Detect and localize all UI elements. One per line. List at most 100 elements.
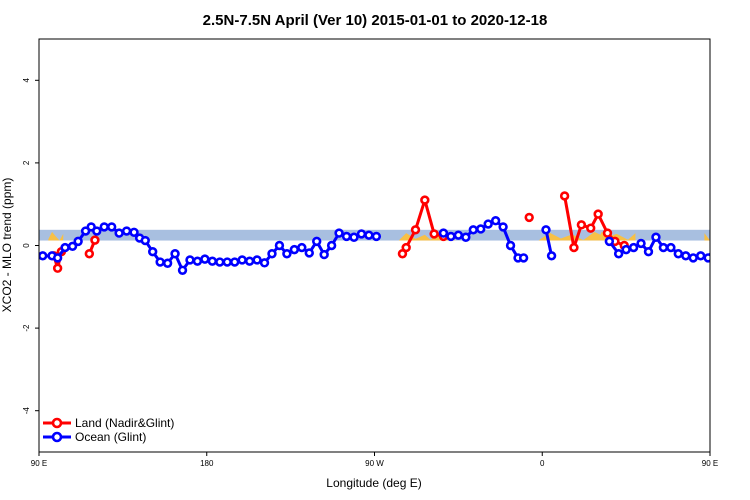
- x-tick-label: 0: [540, 459, 545, 468]
- legend-label: Land (Nadir&Glint): [75, 416, 174, 430]
- y-tick-label: 4: [22, 78, 31, 83]
- land-nadir-glint-point: [569, 242, 579, 253]
- ocean-glint-point: [695, 251, 706, 261]
- ocean-glint-point: [92, 226, 102, 236]
- ocean-glint-point: [60, 242, 70, 253]
- ocean-glint-point: [222, 257, 232, 267]
- x-axis: 90 E 180 90 W 0 90 E: [31, 452, 718, 468]
- ocean-glint-point: [140, 235, 150, 246]
- land-nadir-glint-point: [52, 263, 63, 273]
- ocean-glint-point: [200, 254, 210, 264]
- x-tick-label: 90 E: [31, 459, 47, 468]
- ocean-glint-point: [341, 231, 352, 242]
- ocean-glint-point: [274, 240, 285, 251]
- ocean-glint-point: [628, 242, 639, 253]
- y-tick-label: 2: [22, 160, 31, 165]
- ocean-glint-point: [192, 256, 203, 266]
- ocean-glint-point: [312, 236, 322, 247]
- ocean-glint-point: [446, 231, 456, 242]
- chart-title: 2.5N-7.5N April (Ver 10) 2015-01-01 to 2…: [203, 12, 548, 29]
- ocean-glint-point: [147, 246, 158, 257]
- ocean-glint-point: [297, 242, 307, 253]
- ocean-glint-point: [282, 249, 292, 259]
- ocean-glint-point: [129, 227, 139, 237]
- ocean-glint-point: [155, 257, 165, 267]
- ocean-glint-point: [483, 219, 493, 229]
- legend: Land (Nadir&Glint)Ocean (Glint): [43, 416, 174, 444]
- legend-entry-land-nadir-glint: Land (Nadir&Glint): [43, 416, 174, 430]
- ocean-glint-point: [604, 236, 615, 247]
- ocean-glint-point: [39, 251, 48, 261]
- x-tick-label: 90 W: [365, 459, 384, 468]
- y-tick-label: -4: [22, 407, 31, 415]
- ocean-glint-point: [490, 216, 501, 226]
- ocean-glint-point: [688, 253, 698, 263]
- land-nadir-glint-point: [90, 235, 100, 245]
- ocean-glint-point: [267, 249, 277, 259]
- legend-marker: [51, 431, 63, 443]
- ocean-glint-point: [356, 229, 367, 239]
- ocean-glint-point: [666, 242, 676, 253]
- x-tick-label: 90 E: [702, 459, 718, 468]
- land-nadir-glint-point: [84, 249, 95, 259]
- ocean-glint-point: [621, 244, 631, 255]
- ocean-glint-point: [304, 248, 314, 258]
- ocean-glint-point: [371, 231, 382, 242]
- land-nadir-glint-point: [602, 228, 613, 238]
- land-nadir-glint-point: [586, 223, 596, 233]
- ocean-glint-point: [476, 224, 486, 234]
- ocean-glint-point: [114, 228, 124, 238]
- ocean-glint-point: [518, 253, 529, 263]
- ocean-glint-point: [364, 230, 374, 240]
- ocean-glint-point: [237, 255, 247, 265]
- ocean-glint-point: [349, 232, 359, 242]
- ocean-glint-point: [453, 230, 464, 240]
- land-nadir-glint-point: [429, 229, 439, 239]
- land-nadir-glint-point: [576, 220, 587, 230]
- y-axis: -4 -2 0 2 4: [22, 78, 39, 415]
- ocean-glint-point: [334, 228, 344, 238]
- land-shading-0: [48, 231, 64, 241]
- ocean-glint-point: [681, 251, 691, 261]
- ocean-glint-point: [162, 258, 173, 268]
- ocean-glint-point: [651, 232, 661, 242]
- land-nadir-glint-point: [524, 212, 534, 223]
- ocean-glint-point: [319, 249, 329, 260]
- ocean-glint-point: [727, 237, 734, 244]
- ocean-glint-point: [735, 228, 742, 235]
- ocean-glint-point: [636, 238, 646, 249]
- ocean-glint-point: [498, 222, 508, 232]
- land-nadir-glint-line-5: [738, 254, 744, 268]
- ocean-glint-point: [185, 255, 195, 265]
- land-nadir-glint-point: [740, 250, 747, 257]
- ocean-glint-point: [720, 242, 727, 249]
- legend-marker: [51, 417, 63, 429]
- legend-label: Ocean (Glint): [75, 430, 146, 444]
- x-tick-label: 180: [200, 459, 214, 468]
- ocean-glint-point: [613, 249, 624, 259]
- ocean-glint-point: [67, 241, 78, 252]
- ocean-glint-point: [121, 226, 132, 236]
- land-nadir-glint-point: [735, 265, 742, 272]
- ocean-glint-point: [170, 249, 180, 259]
- ocean-glint-point: [438, 228, 449, 238]
- ocean-glint-point: [177, 265, 188, 275]
- land-nadir-glint-point: [401, 242, 411, 253]
- land-nadir-glint-point: [420, 195, 430, 205]
- ocean-glint-point: [643, 246, 654, 257]
- land-shading-3: [598, 231, 606, 241]
- ocean-glint-point: [289, 244, 300, 255]
- y-axis-label: XCO2 - MLO trend (ppm): [0, 178, 14, 313]
- ocean-glint-point: [252, 255, 262, 265]
- ocean-glint-point: [703, 253, 710, 263]
- ocean-glint-point: [468, 225, 478, 235]
- ocean-glint-point: [541, 225, 551, 235]
- ocean-glint-point: [99, 222, 109, 232]
- ocean-glint-point: [215, 257, 225, 267]
- land-shading-4: [704, 233, 710, 241]
- series-ocean-glint: [39, 216, 742, 275]
- ocean-glint-point: [326, 240, 337, 251]
- land-nadir-glint-point: [593, 209, 603, 219]
- ocean-glint-point: [106, 222, 117, 232]
- ocean-glint-point: [73, 236, 83, 247]
